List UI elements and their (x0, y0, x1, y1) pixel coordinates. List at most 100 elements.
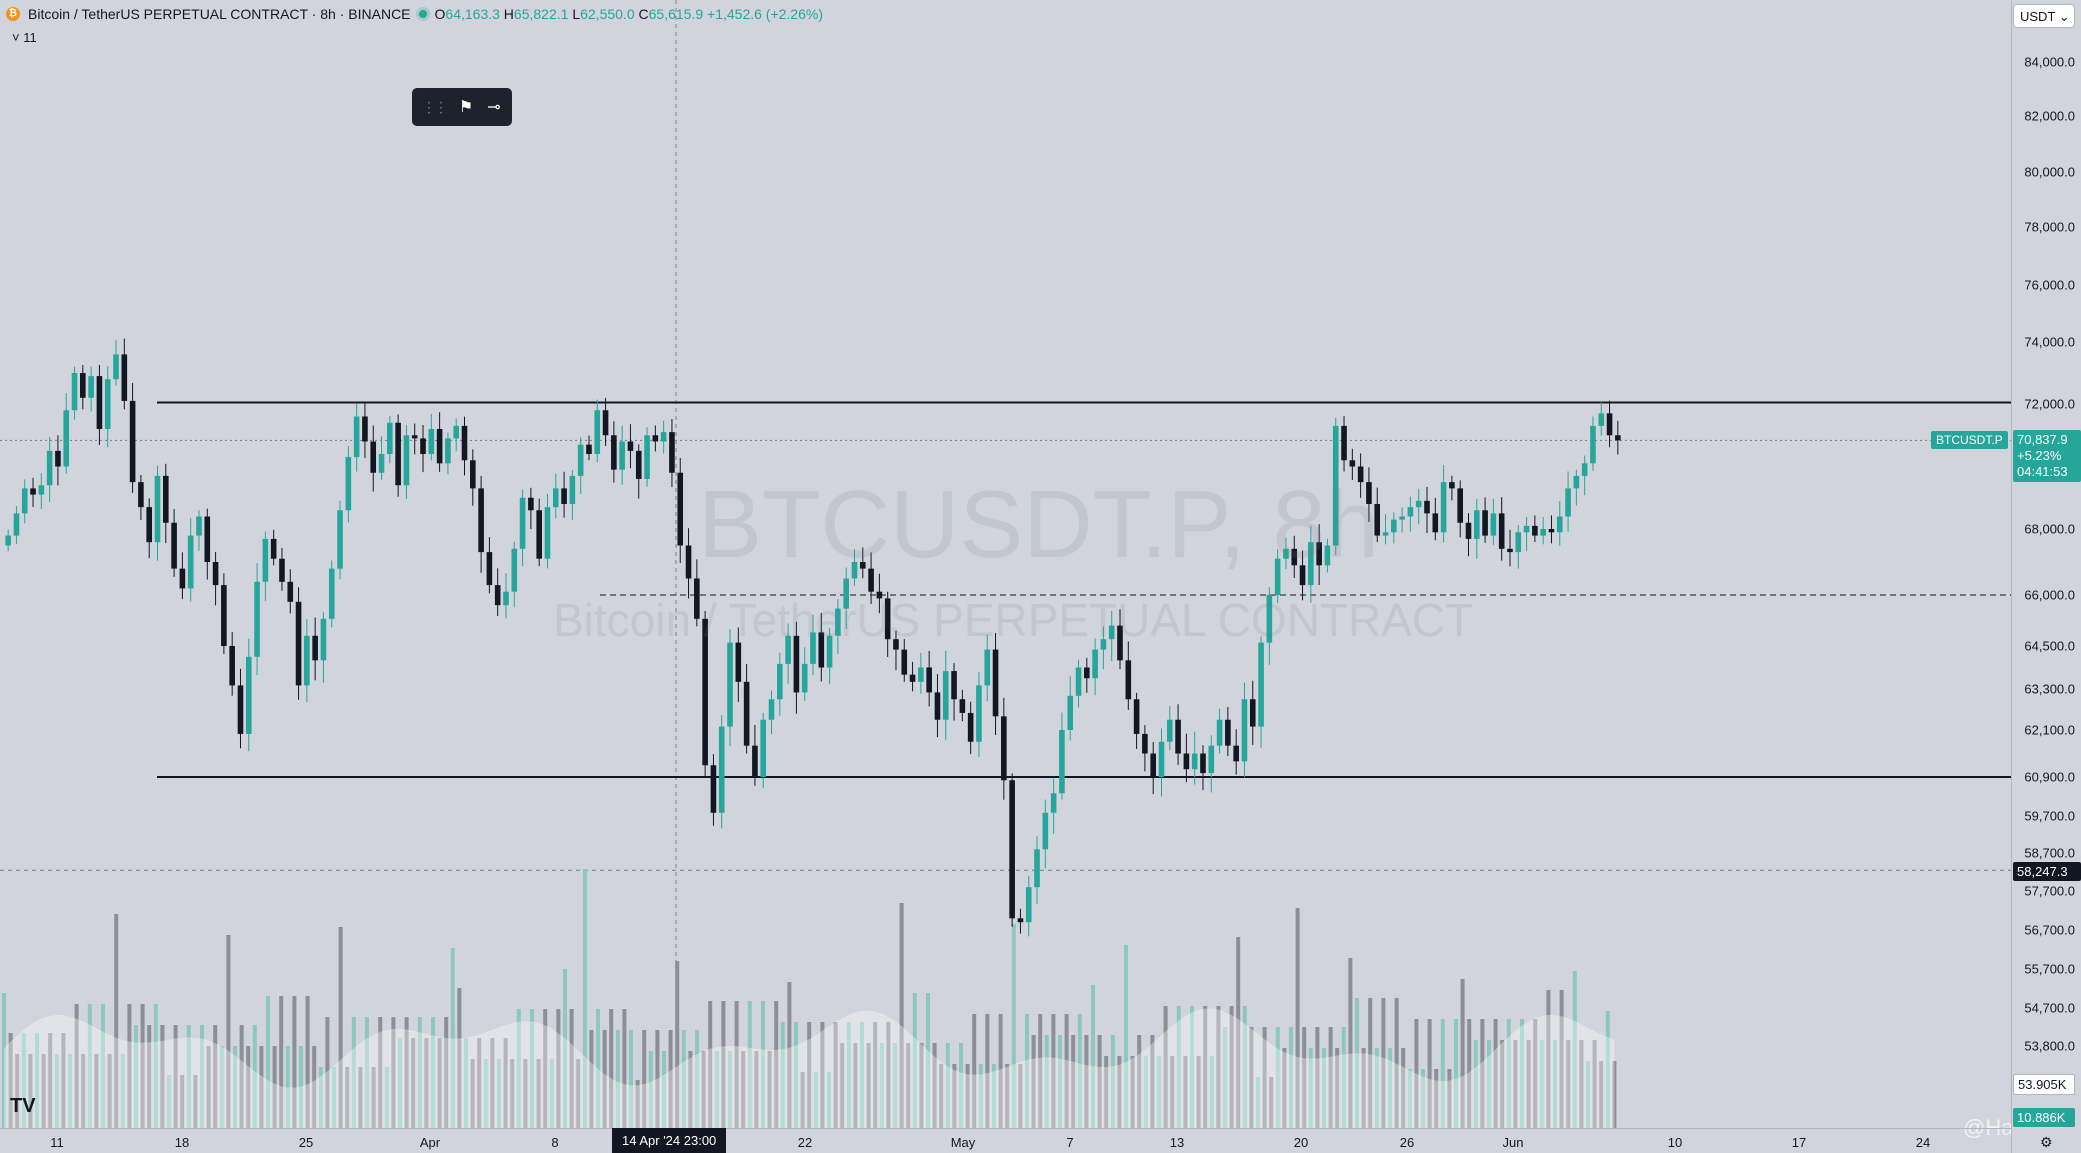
volume-bar (1414, 1019, 1419, 1128)
volume-bar (1355, 998, 1359, 1128)
volume-bar (417, 1017, 422, 1128)
volume-bar (939, 1064, 944, 1128)
volume-bar (114, 914, 119, 1128)
candle-body (337, 510, 343, 569)
volume-bar (1018, 1064, 1023, 1128)
volume-bar (332, 1067, 336, 1128)
candle-body (1424, 500, 1430, 514)
volume-bar (391, 1017, 396, 1128)
candle-body (760, 719, 767, 777)
candle-body (63, 410, 70, 467)
volume-bar (780, 1022, 785, 1128)
candle-body (777, 663, 783, 700)
volume-bar (173, 1025, 178, 1128)
volume-bar (147, 1025, 152, 1128)
template-tool-icon[interactable]: ⊸ (487, 99, 501, 116)
candle-body (976, 685, 982, 742)
candle-body (619, 441, 625, 470)
volume-bar (1605, 1011, 1610, 1128)
volume-bar (1315, 1027, 1320, 1128)
candle-body (96, 376, 103, 429)
volume-bar (1163, 1006, 1168, 1128)
volume-bar (358, 1067, 363, 1128)
time-tick-label: 26 (1399, 1135, 1415, 1150)
volume-bar (1341, 1027, 1346, 1128)
candle-body (13, 513, 20, 536)
candle-body (635, 450, 642, 479)
candle-body (470, 460, 476, 489)
volume-bar (1592, 1040, 1597, 1128)
price-tick-label: 62,100.0 (2024, 722, 2075, 738)
symbol-title[interactable]: Bitcoin / TetherUS PERPETUAL CONTRACT · … (28, 6, 411, 22)
volume-bar (404, 1017, 409, 1128)
settings-gear-icon[interactable]: ⚙ (2040, 1134, 2053, 1150)
volume-bar (1209, 1056, 1214, 1128)
volume-bar (523, 1059, 528, 1128)
volume-bar (140, 1004, 145, 1128)
time-tick-label: 11 (50, 1135, 64, 1150)
candle-body (768, 699, 775, 720)
volume-bar (21, 1033, 26, 1128)
candle-body (627, 441, 634, 451)
candle-body (1532, 525, 1538, 536)
volume-bar (470, 1059, 475, 1128)
volume-bar (1203, 1006, 1208, 1128)
volume-bar (1176, 1006, 1181, 1128)
volume-bar (299, 1046, 303, 1128)
volume-bar (1500, 1040, 1505, 1128)
drag-handle-icon[interactable]: ⋮⋮ (422, 98, 448, 115)
price-axis[interactable]: 84,000.0 82,000.0 80,000.0 78,000.0 76,000.0… (2011, 0, 2081, 1153)
volume-bar (761, 1001, 765, 1128)
volume-bar (2, 993, 6, 1128)
candle-body (1556, 516, 1563, 533)
time-axis[interactable]: 11 18 25 Apr 8 22 May 7 13 20 26 Jun 10 17 24 (0, 1128, 2011, 1153)
volume-bar (186, 1025, 191, 1128)
volume-bar (1381, 998, 1386, 1128)
price-tick-label: 57,700.0 (2024, 883, 2075, 899)
candle-body (270, 538, 277, 559)
volume-bar (167, 1075, 171, 1128)
volume-bar (219, 1046, 224, 1128)
volume-bar (1308, 1048, 1313, 1128)
volume-bar (747, 1001, 752, 1128)
volume-bar (1612, 1061, 1617, 1128)
candle-body (121, 354, 128, 401)
candle-body (1515, 532, 1522, 553)
candle-body (677, 472, 684, 546)
candle-body (1473, 510, 1480, 539)
volume-bar (325, 1017, 330, 1128)
volume-bar (1130, 1056, 1135, 1128)
price-tick-label: 63,300.0 (2024, 681, 2075, 697)
candle-body (1308, 542, 1314, 586)
indicator-toggle[interactable]: ˅ 11 (12, 30, 37, 45)
candle-body (304, 635, 310, 686)
candle-body (428, 429, 435, 454)
candle-body (694, 578, 700, 619)
volume-bar (1031, 1035, 1036, 1128)
tradingview-logo-icon[interactable]: TV (10, 1095, 36, 1117)
volume-bar (101, 1004, 105, 1128)
price-tick-label: 54,700.0 (2024, 1000, 2075, 1016)
candle-body (818, 632, 825, 668)
candle-body (1366, 482, 1372, 504)
volume-bar (794, 1022, 798, 1128)
volume-bar (28, 1054, 33, 1128)
price-tick-label: 66,000.0 (2024, 587, 2075, 603)
volume-bar (1559, 990, 1564, 1128)
candle-body (528, 497, 534, 511)
chart-canvas[interactable]: BTCUSDT.P, 8h Bitcoin / TetherUS PERPETU… (0, 0, 2037, 1140)
volume-bar (318, 1067, 323, 1128)
flag-tool-icon[interactable]: ⚑ (458, 99, 474, 116)
volume-bar (371, 1067, 376, 1128)
volume-bar (87, 1004, 92, 1128)
volume-bar (48, 1033, 53, 1128)
candle-body (1009, 780, 1015, 919)
price-tick-label: 82,000.0 (2024, 108, 2075, 124)
currency-select[interactable]: USDT ⌄ (2013, 4, 2075, 28)
volume-bar (180, 1075, 185, 1128)
volume-bar (1526, 1040, 1531, 1128)
candle-body (1573, 475, 1580, 489)
candle-body (544, 507, 551, 559)
volume-bar (1473, 1040, 1478, 1128)
volume-bar (642, 1030, 647, 1128)
